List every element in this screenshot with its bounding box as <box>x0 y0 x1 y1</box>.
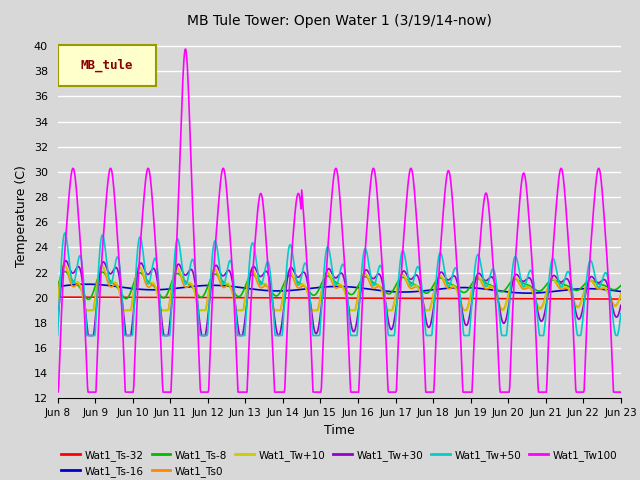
Wat1_Ts-32 <box>282 295 289 301</box>
Wat1_Tw100 <box>504 389 511 395</box>
Wat1_Tw+30 <box>617 302 625 308</box>
Wat1_Tw+10 <box>303 288 310 293</box>
Wat1_Tw+30 <box>283 282 291 288</box>
Wat1_Ts0 <box>54 295 61 301</box>
Wat1_Tw+50 <box>617 311 625 316</box>
Wat1_Tw+50 <box>493 289 501 295</box>
Line: Wat1_Ts-16: Wat1_Ts-16 <box>58 284 621 293</box>
Wat1_Ts-8 <box>442 278 449 284</box>
Wat1_Tw+10 <box>54 299 61 304</box>
Wat1_Ts-8 <box>61 269 68 275</box>
Wat1_Ts-8 <box>84 297 92 302</box>
Wat1_Tw+50 <box>61 230 68 236</box>
Wat1_Tw+10 <box>113 280 120 286</box>
Legend: Wat1_Ts-32, Wat1_Ts-16, Wat1_Ts-8, Wat1_Ts0, Wat1_Tw+10, Wat1_Tw+30, Wat1_Tw+50,: Wat1_Ts-32, Wat1_Ts-16, Wat1_Ts-8, Wat1_… <box>58 445 621 480</box>
Wat1_Tw+50 <box>282 275 290 281</box>
Y-axis label: Temperature (C): Temperature (C) <box>15 165 28 267</box>
Line: Wat1_Tw+10: Wat1_Tw+10 <box>58 265 621 311</box>
Wat1_Ts-32 <box>54 294 61 300</box>
Wat1_Ts-8 <box>504 283 512 289</box>
Wat1_Ts0 <box>303 288 310 293</box>
Wat1_Ts0 <box>617 291 625 297</box>
Wat1_Tw+10 <box>504 294 512 300</box>
Wat1_Tw+10 <box>617 292 625 298</box>
Wat1_Ts0 <box>113 282 120 288</box>
Wat1_Ts-8 <box>617 283 625 288</box>
Wat1_Ts-8 <box>54 284 61 289</box>
Wat1_Ts-16 <box>493 288 501 293</box>
Wat1_Ts-8 <box>283 276 291 281</box>
Wat1_Tw+50 <box>504 323 511 328</box>
Wat1_Tw+10 <box>442 280 449 286</box>
Wat1_Ts-16 <box>112 284 120 289</box>
Wat1_Tw100 <box>441 190 449 195</box>
Text: MB_tule: MB_tule <box>81 59 133 72</box>
Wat1_Tw+10 <box>61 262 68 268</box>
Wat1_Tw+30 <box>113 264 120 270</box>
Wat1_Ts-8 <box>113 283 120 289</box>
Wat1_Tw100 <box>282 357 290 362</box>
Line: Wat1_Ts-32: Wat1_Ts-32 <box>58 297 621 299</box>
Wat1_Ts-16 <box>441 286 449 291</box>
Wat1_Tw+30 <box>303 276 310 282</box>
Wat1_Ts-16 <box>525 290 532 296</box>
Wat1_Tw+30 <box>504 307 512 312</box>
Wat1_Ts-16 <box>54 284 61 289</box>
Wat1_Ts0 <box>494 298 502 303</box>
Wat1_Ts0 <box>504 292 512 298</box>
Wat1_Ts-8 <box>303 286 310 291</box>
Wat1_Ts-32 <box>617 296 625 302</box>
Wat1_Tw+10 <box>81 308 89 313</box>
Wat1_Tw+50 <box>112 259 120 264</box>
Wat1_Tw+10 <box>494 298 502 304</box>
Title: MB Tule Tower: Open Water 1 (3/19/14-now): MB Tule Tower: Open Water 1 (3/19/14-now… <box>187 14 492 28</box>
Wat1_Ts0 <box>283 274 291 280</box>
Wat1_Tw+10 <box>283 276 291 282</box>
Wat1_Tw100 <box>302 249 310 255</box>
Wat1_Ts-16 <box>302 286 310 292</box>
Wat1_Ts-32 <box>440 296 448 301</box>
Wat1_Tw100 <box>493 331 501 337</box>
Wat1_Tw+30 <box>62 258 70 264</box>
Wat1_Ts0 <box>61 262 68 267</box>
Wat1_Ts-32 <box>493 296 500 301</box>
Wat1_Ts0 <box>442 282 449 288</box>
Wat1_Ts-16 <box>504 289 511 295</box>
Line: Wat1_Tw100: Wat1_Tw100 <box>58 49 621 392</box>
Wat1_Tw+30 <box>442 275 449 280</box>
Wat1_Ts-32 <box>111 294 119 300</box>
Wat1_Tw+30 <box>54 319 61 325</box>
Line: Wat1_Tw+30: Wat1_Tw+30 <box>58 261 621 336</box>
Wat1_Tw+50 <box>441 270 449 276</box>
Wat1_Ts0 <box>82 308 90 313</box>
Wat1_Tw100 <box>182 46 189 52</box>
Wat1_Ts-16 <box>617 288 625 294</box>
Line: Wat1_Ts0: Wat1_Ts0 <box>58 264 621 311</box>
Wat1_Ts-32 <box>302 295 310 301</box>
Wat1_Tw+50 <box>54 333 61 338</box>
Wat1_Tw+30 <box>84 333 92 338</box>
Wat1_Ts-32 <box>503 296 511 301</box>
Wat1_Tw100 <box>54 389 61 395</box>
Wat1_Tw100 <box>617 389 625 395</box>
Line: Wat1_Tw+50: Wat1_Tw+50 <box>58 233 621 336</box>
Wat1_Ts-8 <box>494 288 502 293</box>
Wat1_Tw+30 <box>494 296 502 302</box>
FancyBboxPatch shape <box>58 45 156 86</box>
Wat1_Ts-16 <box>84 281 92 287</box>
Line: Wat1_Ts-8: Wat1_Ts-8 <box>58 272 621 300</box>
Wat1_Tw+50 <box>302 262 310 267</box>
Wat1_Ts-16 <box>282 288 290 294</box>
X-axis label: Time: Time <box>324 424 355 437</box>
Wat1_Tw100 <box>111 201 119 207</box>
